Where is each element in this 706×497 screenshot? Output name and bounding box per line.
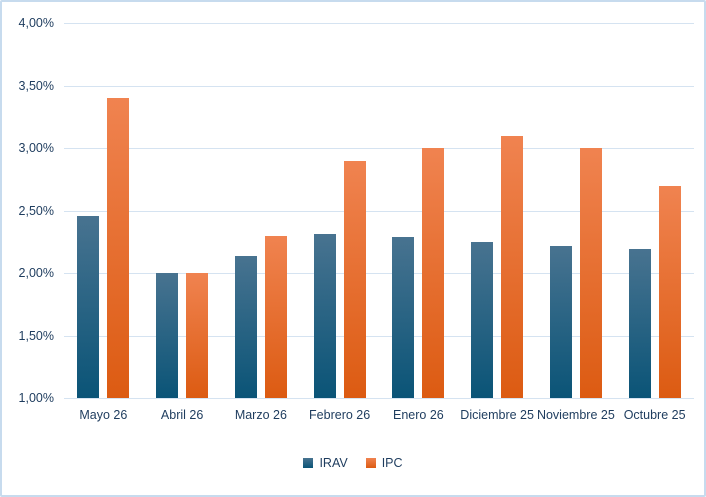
x-axis-category-label: Enero 26 bbox=[393, 408, 444, 422]
bar-ipc-4 bbox=[343, 160, 366, 398]
gridline bbox=[64, 23, 694, 24]
x-axis-category-label: Diciembre 25 bbox=[460, 408, 534, 422]
x-axis-category-label: Mayo 26 bbox=[79, 408, 128, 422]
y-axis-tick-label: 1,00% bbox=[18, 391, 54, 405]
bar-ipc-3 bbox=[264, 235, 287, 398]
bar-irav-2 bbox=[156, 273, 179, 398]
legend-item-irav: IRAV bbox=[303, 456, 348, 470]
bar-ipc-2 bbox=[186, 273, 209, 398]
gridline bbox=[64, 148, 694, 149]
bar-irav-5 bbox=[392, 236, 415, 398]
y-axis-tick-label: 1,50% bbox=[18, 328, 54, 343]
bar-irav-4 bbox=[313, 234, 336, 398]
legend-label: IRAV bbox=[319, 456, 348, 470]
bar-ipc-8 bbox=[658, 185, 681, 398]
bar-irav-3 bbox=[234, 255, 257, 398]
legend-swatch-icon bbox=[365, 458, 376, 468]
y-axis-tick-label: 3,50% bbox=[18, 78, 54, 93]
bar-ipc-7 bbox=[579, 148, 602, 398]
gridline bbox=[64, 210, 694, 212]
bar-irav-6 bbox=[471, 241, 494, 398]
legend-label: IPC bbox=[381, 456, 403, 470]
bar-irav-1 bbox=[77, 215, 100, 398]
x-axis-category-label: Noviembre 25 bbox=[536, 408, 615, 422]
y-axis-tick-label: 4,00% bbox=[18, 16, 54, 30]
y-axis-tick-label: 2,50% bbox=[18, 203, 54, 218]
gridline bbox=[64, 335, 694, 337]
legend-item-ipc: IPC bbox=[365, 456, 403, 470]
gridline bbox=[64, 398, 694, 399]
plot-area bbox=[64, 23, 694, 399]
x-axis-category-label: Febrero 26 bbox=[309, 408, 371, 422]
bar-ipc-5 bbox=[422, 148, 445, 398]
legend-swatch-icon bbox=[303, 458, 314, 468]
x-axis-category-label: Marzo 26 bbox=[234, 408, 287, 422]
bar-ipc-1 bbox=[107, 98, 130, 398]
x-axis-category-label: Abril 26 bbox=[160, 408, 204, 422]
gridline bbox=[64, 85, 694, 87]
gridline bbox=[64, 273, 694, 274]
x-axis-category-label: Octubre 25 bbox=[623, 408, 686, 422]
y-axis-tick-label: 3,00% bbox=[18, 141, 54, 155]
bar-ipc-6 bbox=[501, 135, 524, 398]
y-axis-tick-label: 2,00% bbox=[18, 266, 54, 280]
legend: IRAV IPC bbox=[2, 456, 704, 470]
bar-irav-7 bbox=[549, 245, 572, 398]
bar-irav-8 bbox=[628, 249, 651, 398]
